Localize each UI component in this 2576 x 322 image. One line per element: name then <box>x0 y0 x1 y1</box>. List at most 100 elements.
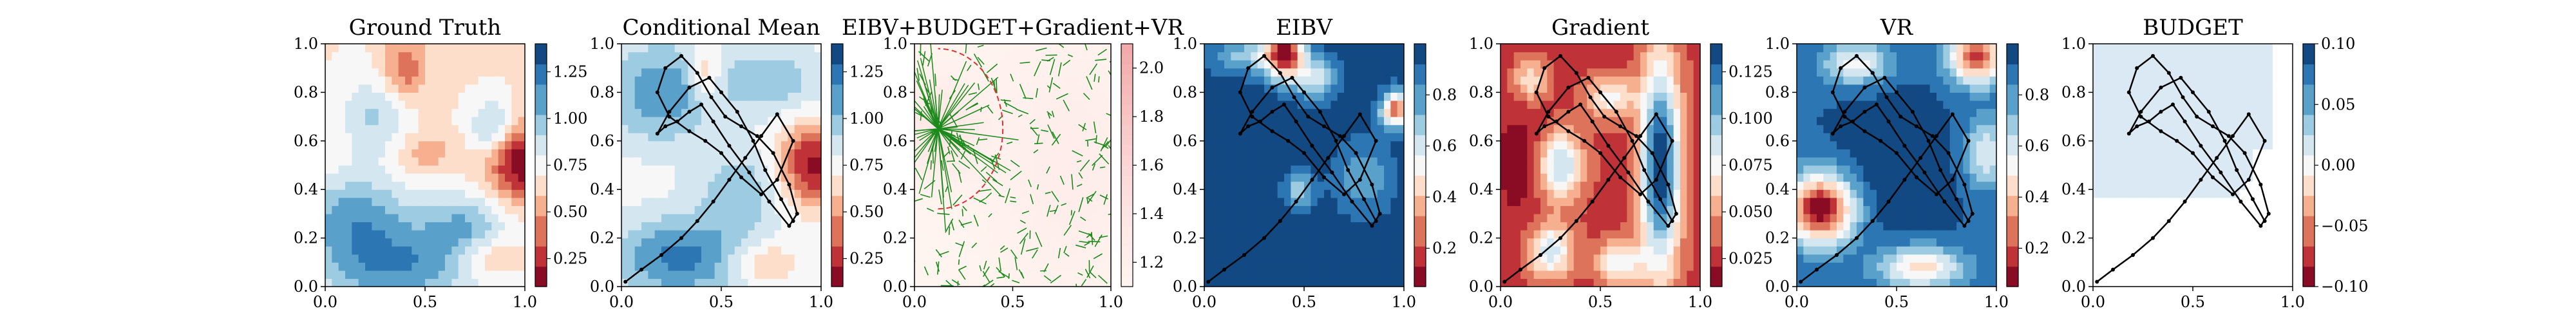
x-tick-label: 1.0 <box>1099 293 1123 311</box>
waypoint <box>1588 95 1593 99</box>
waypoint <box>2266 211 2271 216</box>
waypoint <box>723 115 728 119</box>
waypoint <box>667 115 672 119</box>
waypoint <box>1290 75 1294 80</box>
waypoint <box>1546 115 1551 119</box>
waypoint <box>2166 219 2171 223</box>
waypoint <box>1582 138 1587 143</box>
y-tick-label: 0.4 <box>1765 180 1790 198</box>
colorbar-tick-label: 0.05 <box>2321 95 2355 113</box>
y-tick-label: 0.8 <box>1173 83 1197 101</box>
waypoint <box>1658 197 1662 202</box>
waypoint <box>2199 144 2203 148</box>
waypoint <box>1666 182 1671 187</box>
y-tick-label: 0.8 <box>1469 83 1493 101</box>
waypoint <box>1902 178 1907 182</box>
waypoint <box>1286 138 1291 143</box>
waypoint <box>1566 85 1571 90</box>
waypoint <box>767 200 772 204</box>
x-tick-label: 1.0 <box>513 293 537 311</box>
waypoint <box>2126 131 2131 136</box>
waypoint <box>711 119 715 124</box>
colorbar-tick-label: 0.2 <box>1432 239 1457 257</box>
colorbar-tick-label: 0.75 <box>553 156 587 175</box>
colorbar-tick-label: 0.8 <box>2025 86 2049 104</box>
x-tick-label: 0.0 <box>902 293 927 311</box>
colorbar-tick-label: 0.75 <box>849 156 884 175</box>
waypoint <box>1602 115 1607 119</box>
waypoint <box>1850 119 1855 124</box>
waypoint <box>1622 156 1627 160</box>
waypoint <box>1598 151 1602 155</box>
waypoint <box>2135 124 2139 129</box>
waypoint <box>1350 200 1354 204</box>
waypoint <box>2219 170 2223 175</box>
y-tick-label: 0.4 <box>883 180 907 198</box>
waypoint <box>1534 131 1539 136</box>
x-tick-label: 0.5 <box>1292 293 1316 311</box>
waypoint <box>1830 131 1835 136</box>
waypoint <box>1870 219 1875 223</box>
waypoint <box>1322 175 1326 180</box>
heatmap-field <box>2093 44 2293 287</box>
waypoint <box>1292 95 1296 99</box>
waypoint <box>1895 151 1899 155</box>
waypoint <box>2146 119 2151 124</box>
x-tick-label: 1.0 <box>809 293 833 311</box>
waypoint <box>1558 53 1562 58</box>
y-tick-label: 1.0 <box>590 35 614 53</box>
waypoint <box>1574 219 1578 223</box>
waypoint <box>2195 115 2199 119</box>
colorbar-tick-label: 0.25 <box>553 250 587 268</box>
y-tick-label: 1.0 <box>883 35 907 53</box>
waypoint <box>1855 53 1859 58</box>
waypoint <box>1262 53 1266 58</box>
waypoint <box>1935 134 1938 138</box>
waypoint <box>687 109 692 114</box>
y-tick-label: 0.6 <box>590 132 614 150</box>
colorbar-tick-label: 2.0 <box>1139 59 1164 77</box>
colorbar-tick-label: −0.05 <box>2321 217 2369 235</box>
colorbar-tick-label: 0.50 <box>849 203 884 221</box>
waypoint <box>1815 267 1819 272</box>
waypoint <box>1242 252 1246 257</box>
waypoint <box>1590 200 1595 204</box>
waypoint <box>2206 109 2211 114</box>
y-tick-label: 0.4 <box>1173 180 1197 198</box>
waypoint <box>1902 144 1907 148</box>
x-tick-label: 0.5 <box>2181 293 2205 311</box>
waypoint <box>1374 138 1378 143</box>
heatmap-field <box>1501 44 1700 287</box>
waypoint <box>1362 197 1366 202</box>
waypoint <box>2215 156 2219 160</box>
waypoint <box>2151 53 2155 58</box>
waypoint <box>1342 134 1346 138</box>
waypoint <box>1875 102 1879 107</box>
trajectory-path <box>2096 55 2270 283</box>
y-tick-label: 0.8 <box>1765 83 1790 101</box>
waypoint <box>2211 124 2215 129</box>
y-tick-label: 0.0 <box>294 278 318 296</box>
waypoint <box>779 197 783 202</box>
waypoint <box>1574 71 1578 75</box>
waypoint <box>1558 236 1562 240</box>
waypoint <box>791 219 795 223</box>
waypoint <box>2191 90 2195 95</box>
y-tick-label: 0.8 <box>294 83 318 101</box>
panel-title: Ground Truth <box>349 15 502 41</box>
y-tick-label: 0.2 <box>1469 229 1493 247</box>
waypoint <box>2139 109 2143 114</box>
x-tick-label: 0.0 <box>1785 293 1809 311</box>
colorbar-tick-label: 0.25 <box>849 250 884 268</box>
y-tick-label: 1.0 <box>2061 35 2086 53</box>
waypoint <box>1302 90 1306 95</box>
waypoint <box>1278 71 1282 75</box>
waypoint <box>1502 279 1507 284</box>
y-tick-label: 0.0 <box>590 278 614 296</box>
y-tick-label: 0.8 <box>883 83 907 101</box>
x-tick-label: 0.5 <box>413 293 437 311</box>
waypoint <box>2126 90 2131 95</box>
trajectory-path <box>1208 55 1381 283</box>
waypoint <box>2262 138 2267 143</box>
